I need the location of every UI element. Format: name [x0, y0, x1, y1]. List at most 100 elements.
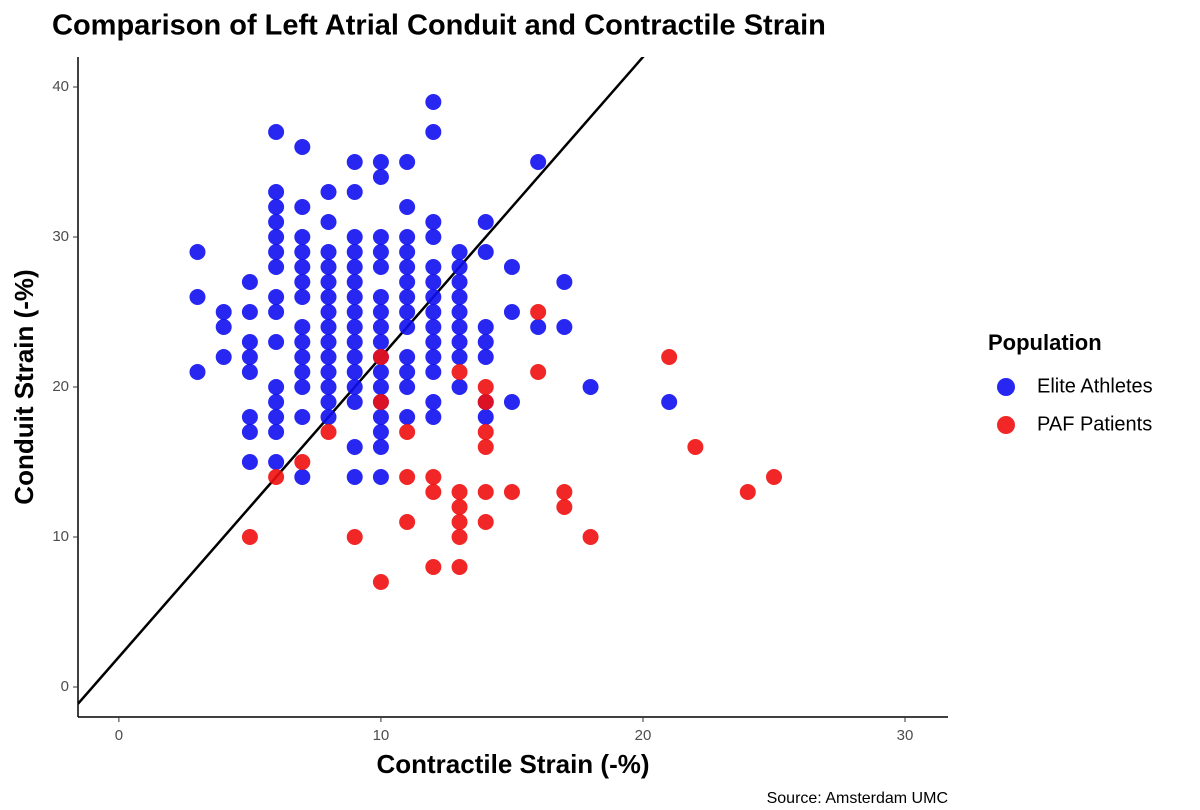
data-point: [268, 199, 285, 215]
data-point: [425, 229, 442, 245]
data-point: [346, 184, 363, 200]
data-point: [372, 229, 389, 245]
data-point: [530, 364, 547, 380]
data-point: [477, 244, 494, 260]
data-point: [582, 529, 599, 545]
data-point: [294, 349, 311, 365]
data-point: [425, 334, 442, 350]
data-point: [530, 304, 547, 320]
data-point: [399, 424, 416, 440]
data-point: [451, 334, 468, 350]
data-point: [294, 259, 311, 275]
data-point: [477, 349, 494, 365]
data-point: [320, 394, 337, 410]
data-point: [425, 214, 442, 230]
data-point: [425, 364, 442, 380]
data-point: [320, 364, 337, 380]
data-point: [372, 439, 389, 455]
data-point: [451, 304, 468, 320]
data-point: [346, 379, 363, 395]
data-point: [399, 349, 416, 365]
data-point: [268, 409, 285, 425]
data-point: [294, 379, 311, 395]
data-point: [425, 274, 442, 290]
data-point: [477, 424, 494, 440]
data-point: [530, 319, 547, 335]
source-note: Source: Amsterdam UMC: [767, 790, 948, 807]
data-point: [399, 469, 416, 485]
data-point: [399, 259, 416, 275]
data-point: [582, 379, 599, 395]
data-point: [477, 484, 494, 500]
data-point: [346, 469, 363, 485]
data-point: [241, 529, 258, 545]
data-point: [215, 319, 232, 335]
x-tick-label: 30: [897, 727, 914, 744]
data-point: [241, 454, 258, 470]
data-point: [372, 259, 389, 275]
data-point: [451, 349, 468, 365]
data-point: [294, 229, 311, 245]
data-point: [477, 334, 494, 350]
y-tick-label: 30: [52, 228, 69, 245]
data-point: [556, 274, 573, 290]
data-point: [346, 439, 363, 455]
data-point: [294, 409, 311, 425]
data-point: [268, 289, 285, 305]
data-point: [556, 319, 573, 335]
data-point: [372, 379, 389, 395]
data-point: [346, 289, 363, 305]
reference-line: [78, 57, 645, 705]
data-point: [372, 409, 389, 425]
y-tick-label: 40: [52, 78, 69, 95]
data-point: [241, 409, 258, 425]
data-point: [372, 394, 389, 410]
data-point: [294, 139, 311, 155]
data-point: [399, 244, 416, 260]
data-point: [556, 499, 573, 515]
y-tick-label: 0: [61, 678, 69, 695]
data-point: [399, 409, 416, 425]
data-point: [425, 94, 442, 110]
data-point: [346, 154, 363, 170]
data-point: [372, 319, 389, 335]
data-point: [425, 559, 442, 575]
data-point: [425, 124, 442, 140]
data-point: [268, 184, 285, 200]
data-point: [425, 469, 442, 485]
data-point: [346, 349, 363, 365]
x-axis-title: Contractile Strain (-%): [376, 749, 649, 779]
data-point: [372, 364, 389, 380]
data-point: [294, 364, 311, 380]
data-point: [346, 529, 363, 545]
data-point: [372, 289, 389, 305]
data-point: [346, 334, 363, 350]
data-point: [425, 394, 442, 410]
data-point: [399, 514, 416, 530]
data-point: [268, 469, 285, 485]
legend-label: Elite Athletes: [1037, 375, 1153, 397]
data-point: [425, 304, 442, 320]
data-point: [451, 379, 468, 395]
x-tick-label: 20: [635, 727, 652, 744]
data-point: [320, 379, 337, 395]
data-point: [189, 244, 206, 260]
data-point: [294, 289, 311, 305]
data-point: [451, 559, 468, 575]
data-point: [477, 409, 494, 425]
data-point: [372, 334, 389, 350]
data-point: [739, 484, 756, 500]
data-point: [687, 439, 704, 455]
data-point: [241, 349, 258, 365]
data-point: [503, 304, 520, 320]
data-point: [294, 244, 311, 260]
data-point: [503, 259, 520, 275]
data-point: [425, 409, 442, 425]
y-tick-label: 10: [52, 528, 69, 545]
data-point: [372, 349, 389, 365]
legend-swatch: [997, 378, 1015, 396]
data-point: [372, 244, 389, 260]
legend-swatch: [997, 416, 1015, 434]
data-point: [346, 319, 363, 335]
